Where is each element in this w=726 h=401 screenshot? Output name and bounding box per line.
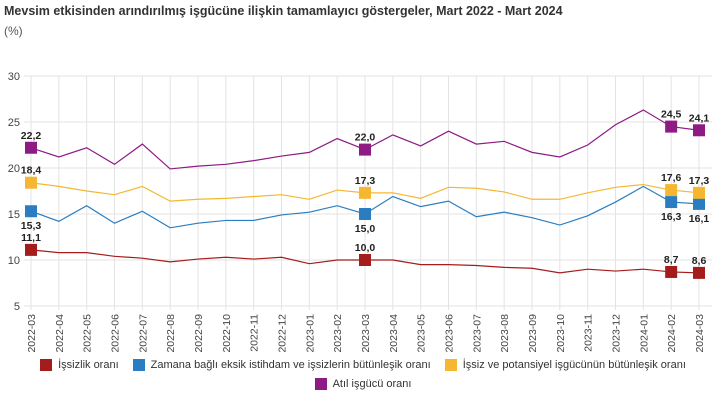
x-tick-label: 2022-11 <box>249 314 261 352</box>
legend-label: İşsiz ve potansiyel işgücünün bütünleşik… <box>462 359 686 371</box>
data-label: 11,1 <box>21 232 41 244</box>
data-point-marker <box>359 186 371 199</box>
data-label: 10,0 <box>355 242 376 254</box>
data-point-marker <box>25 141 37 154</box>
x-tick-label: 2023-07 <box>471 314 483 353</box>
y-tick-label: 25 <box>8 117 20 129</box>
data-label: 17,3 <box>355 175 376 187</box>
data-point-marker <box>693 197 705 210</box>
y-axis-unit: (%) <box>4 24 23 38</box>
x-tick-label: 2022-08 <box>165 314 177 353</box>
x-tick-label: 2024-03 <box>694 314 706 353</box>
legend-swatch <box>40 359 53 371</box>
data-point-marker <box>665 120 678 133</box>
x-tick-label: 2023-10 <box>555 314 567 353</box>
series-0: 11,1 10,0 8,7 8,6 <box>21 232 706 279</box>
data-label: 22,0 <box>355 132 376 144</box>
x-tick-label: 2023-06 <box>444 314 456 353</box>
x-tick-label: 2023-01 <box>304 314 316 353</box>
data-label: 17,3 <box>689 175 710 187</box>
chart-title: Mevsim etkisinden arındırılmış işgücüne … <box>4 4 563 18</box>
legend-item[interactable]: Atıl işgücü oranı <box>314 377 412 391</box>
series-3: 22,2 22,0 24,5 24,1 <box>21 109 710 170</box>
x-tick-label: 2024-01 <box>638 314 650 353</box>
x-tick-label: 2024-02 <box>666 314 678 353</box>
data-point-marker <box>693 124 705 137</box>
data-point-marker <box>25 243 37 256</box>
legend: İşsizlik oranı Zamana bağlı eksik istihda… <box>0 358 726 391</box>
legend-item[interactable]: İşsiz ve potansiyel işgücünün bütünleşik… <box>444 358 686 372</box>
series-2: 18,4 17,3 17,6 17,3 <box>21 165 710 202</box>
data-point-marker <box>359 143 371 156</box>
data-point-marker <box>359 208 371 220</box>
series-1: 15,3 15,0 16,3 16,1 <box>21 185 710 235</box>
data-label: 8,7 <box>664 254 679 266</box>
y-tick-label: 20 <box>8 163 20 175</box>
x-tick-label: 2023-11 <box>583 314 595 352</box>
y-tick-label: 10 <box>8 255 20 267</box>
data-point-marker <box>693 186 705 199</box>
data-label: 16,3 <box>661 211 682 223</box>
x-tick-label: 2023-02 <box>332 314 344 353</box>
x-tick-label: 2022-04 <box>54 314 66 353</box>
legend-swatch <box>314 378 327 390</box>
legend-label: İşsizlik oranı <box>58 359 119 371</box>
legend-swatch <box>132 359 145 371</box>
data-point-marker <box>359 254 371 266</box>
x-tick-label: 2022-12 <box>277 314 289 353</box>
legend-item[interactable]: İşsizlik oranı <box>40 358 119 372</box>
data-point-marker <box>25 205 37 218</box>
data-point-marker <box>665 196 678 209</box>
legend-label: Zamana bağlı eksik istihdam ve işsizleri… <box>150 359 431 371</box>
data-label: 18,4 <box>21 165 42 177</box>
data-label: 15,0 <box>355 223 376 235</box>
data-label: 8,6 <box>692 255 707 267</box>
legend-swatch <box>444 359 457 371</box>
x-tick-label: 2022-09 <box>193 314 205 353</box>
data-label: 16,1 <box>689 213 710 225</box>
y-tick-label: 5 <box>14 301 20 313</box>
data-label: 22,2 <box>21 130 42 142</box>
data-point-marker <box>665 265 678 278</box>
data-point-marker <box>665 184 678 197</box>
legend-label: Atıl işgücü oranı <box>332 378 412 390</box>
x-tick-label: 2022-03 <box>26 314 38 353</box>
data-label: 24,1 <box>689 112 710 124</box>
x-tick-label: 2023-12 <box>611 314 623 353</box>
data-point-marker <box>693 266 705 279</box>
data-label: 24,5 <box>661 109 682 121</box>
y-tick-label: 15 <box>8 209 20 221</box>
x-tick-label: 2022-06 <box>110 314 122 353</box>
x-tick-label: 2023-09 <box>527 314 539 353</box>
x-tick-label: 2023-05 <box>416 314 428 353</box>
x-tick-label: 2023-03 <box>360 314 372 353</box>
data-label: 15,3 <box>21 220 42 232</box>
x-tick-label: 2022-10 <box>221 314 233 353</box>
x-tick-label: 2022-05 <box>82 314 94 353</box>
x-tick-label: 2022-07 <box>137 314 149 353</box>
data-label: 17,6 <box>661 172 682 184</box>
data-point-marker <box>25 176 37 189</box>
x-tick-label: 2023-04 <box>388 314 400 353</box>
x-tick-label: 2023-08 <box>499 314 511 353</box>
y-tick-label: 30 <box>8 71 20 83</box>
legend-item[interactable]: Zamana bağlı eksik istihdam ve işsizleri… <box>132 358 431 372</box>
